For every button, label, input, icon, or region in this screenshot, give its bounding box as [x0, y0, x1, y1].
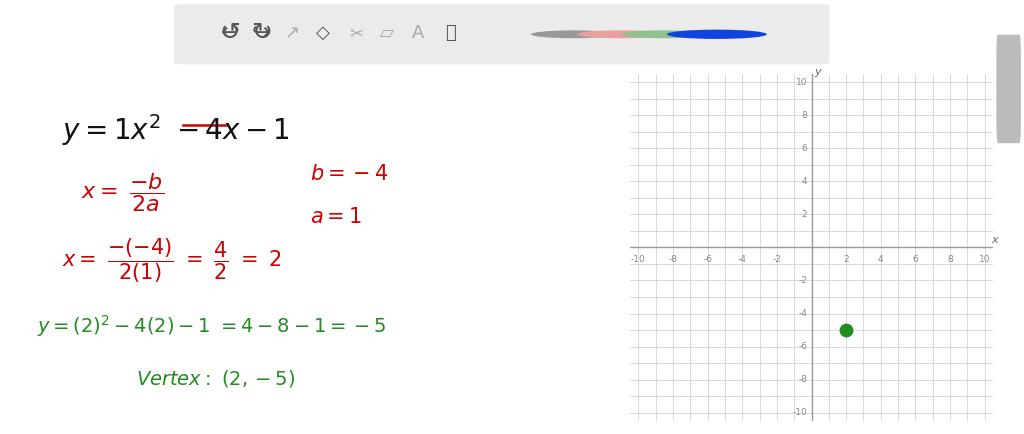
Text: ⛾: ⛾ — [445, 24, 456, 42]
Text: $a = 1$: $a = 1$ — [309, 207, 361, 227]
Text: y: y — [814, 67, 821, 77]
Text: 8: 8 — [802, 111, 807, 120]
Text: -8: -8 — [669, 255, 678, 264]
Ellipse shape — [667, 30, 767, 39]
Text: -2: -2 — [772, 255, 781, 264]
Text: ↺: ↺ — [220, 21, 241, 45]
Text: ◇: ◇ — [315, 24, 330, 42]
Text: -6: -6 — [703, 255, 712, 264]
Text: -10: -10 — [793, 408, 807, 417]
Text: 8: 8 — [947, 255, 953, 264]
Text: 6: 6 — [912, 255, 919, 264]
Ellipse shape — [622, 30, 706, 38]
Text: A: A — [412, 24, 424, 42]
Ellipse shape — [578, 30, 662, 38]
Text: $b = -4$: $b = -4$ — [309, 164, 388, 184]
Text: $Vertex:\ (2,-5)$: $Vertex:\ (2,-5)$ — [136, 368, 296, 389]
Text: -4: -4 — [738, 255, 746, 264]
Text: 4: 4 — [878, 255, 884, 264]
Text: $x=\ \dfrac{-b}{2a}$: $x=\ \dfrac{-b}{2a}$ — [81, 171, 164, 214]
Text: ✂: ✂ — [349, 24, 364, 42]
Text: ↩: ↩ — [221, 23, 240, 43]
Text: ↻: ↻ — [251, 21, 271, 45]
Text: -2: -2 — [799, 276, 807, 285]
Text: ↗: ↗ — [285, 24, 299, 42]
Text: -10: -10 — [631, 255, 646, 264]
Text: $y = 1x^2\ -4x-1$: $y = 1x^2\ -4x-1$ — [61, 112, 290, 148]
Text: ↪: ↪ — [252, 23, 270, 43]
Text: x: x — [991, 235, 998, 245]
Text: 2: 2 — [802, 210, 807, 219]
Text: 4: 4 — [802, 177, 807, 186]
Text: $x=\ \dfrac{-(-4)}{2(1)}\ =\ \dfrac{4}{2}\ =\ 2$: $x=\ \dfrac{-(-4)}{2(1)}\ =\ \dfrac{4}{2… — [61, 237, 282, 285]
Ellipse shape — [531, 30, 615, 38]
Text: 10: 10 — [796, 78, 807, 86]
Text: 10: 10 — [979, 255, 990, 264]
FancyBboxPatch shape — [174, 4, 829, 65]
Text: 2: 2 — [844, 255, 849, 264]
Text: 6: 6 — [802, 144, 807, 153]
Text: $y=(2)^2-4(2)-1\ =4-8-1=-5$: $y=(2)^2-4(2)-1\ =4-8-1=-5$ — [37, 313, 386, 339]
Text: -8: -8 — [798, 375, 807, 384]
FancyBboxPatch shape — [996, 35, 1021, 143]
Text: -4: -4 — [799, 309, 807, 318]
Text: -6: -6 — [798, 342, 807, 351]
Point — [838, 326, 854, 333]
Text: ▱: ▱ — [380, 24, 394, 42]
